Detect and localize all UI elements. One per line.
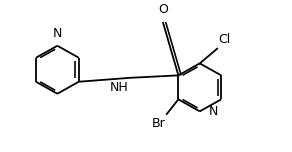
Text: Br: Br [152, 117, 165, 130]
Text: N: N [208, 105, 218, 118]
Text: NH: NH [110, 81, 128, 94]
Text: Cl: Cl [219, 33, 231, 46]
Text: N: N [53, 27, 62, 40]
Text: O: O [158, 3, 168, 16]
